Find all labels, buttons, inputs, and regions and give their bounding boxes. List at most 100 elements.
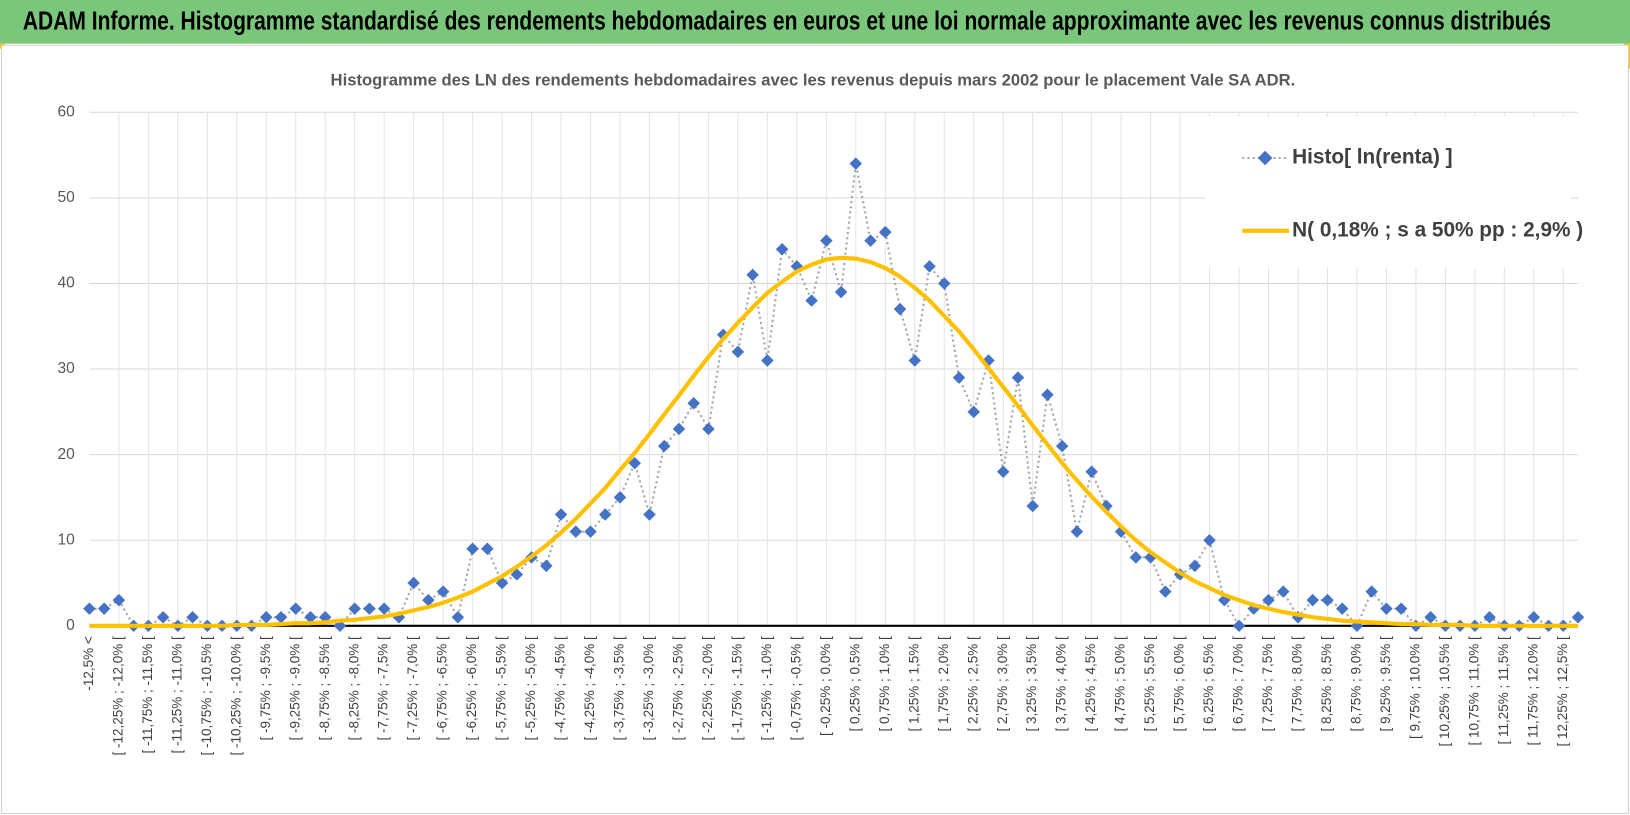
x-tick-label: [ -4,25% ; -4,0% [: [582, 636, 597, 741]
x-tick-label: [ -0,25% ; 0,0% [: [818, 636, 833, 736]
data-point: [186, 611, 199, 624]
chart-title: Histogramme des LN des rendements hebdom…: [331, 70, 1296, 89]
x-tick-label: [ -2,25% ; -2,0% [: [700, 636, 715, 741]
y-tick-label: 40: [58, 275, 76, 292]
data-point: [83, 602, 96, 615]
x-tick-label: [ 5,25% ; 5,5% [: [1142, 636, 1157, 732]
x-tick-label: [ -10,75% ; -10,5% [: [199, 636, 214, 756]
data-point: [377, 602, 391, 615]
data-point: [1026, 499, 1039, 513]
x-tick-label: [ -2,75% ; -2,5% [: [671, 636, 686, 741]
x-tick-label: [ -6,25% ; -6,0% [: [464, 636, 479, 741]
x-tick-label: [ -4,75% ; -4,5% [: [553, 636, 568, 741]
data-point: [481, 542, 494, 556]
data-point: [451, 611, 465, 624]
x-tick-label: [ -8,75% ; -8,5% [: [317, 636, 332, 741]
y-tick-label: 0: [66, 617, 75, 634]
data-point: [1041, 388, 1054, 401]
y-tick-label: 20: [58, 446, 76, 463]
x-tick-label: [ 7,25% ; 7,5% [: [1260, 636, 1275, 732]
x-tick-label: [ -9,75% ; -9,5% [: [258, 636, 273, 741]
data-point: [1321, 593, 1334, 607]
data-point: [1527, 611, 1541, 624]
x-tick-label: [ 10,25% ; 10,5% [: [1437, 636, 1452, 747]
x-tick-label: [ 0,25% ; 0,5% [: [847, 636, 862, 732]
data-point: [363, 602, 376, 615]
x-tick-label: [ 11,75% ; 12,0% [: [1525, 636, 1540, 746]
data-point: [1306, 593, 1319, 607]
x-tick-label: [ -11,75% ; -11,5% [: [140, 636, 155, 754]
x-tick-label: [ 6,75% ; 7,0% [: [1231, 636, 1246, 732]
data-point: [879, 225, 892, 239]
x-tick-label: [ -7,75% ; -7,5% [: [376, 636, 391, 741]
data-point: [407, 576, 420, 590]
y-tick-label: 50: [58, 189, 76, 206]
x-tick-label: [ 10,75% ; 11,0% [: [1466, 636, 1481, 746]
legend-label: Histo[ ln(renta) ]: [1292, 145, 1452, 168]
x-tick-label: [ -10,25% ; -10,0% [: [228, 636, 243, 756]
x-tick-label: [ -1,25% ; -1,0% [: [759, 636, 774, 741]
legend-box: [1205, 116, 1570, 268]
data-point: [805, 294, 818, 307]
data-point: [304, 611, 317, 624]
data-point: [1262, 593, 1275, 607]
x-tick-label: [ 9,75% ; 10,0% [: [1407, 636, 1422, 739]
data-point: [1070, 525, 1084, 538]
legend-marker: [1257, 150, 1273, 166]
y-tick-label: 30: [58, 360, 76, 377]
data-point: [1055, 439, 1069, 453]
header-bar: [0, 0, 1630, 44]
x-tick-label: [ 4,75% ; 5,0% [: [1113, 636, 1128, 732]
x-tick-label: [ 1,25% ; 1,5% [: [906, 636, 921, 732]
x-tick-label: [ -5,75% ; -5,5% [: [494, 636, 509, 741]
x-tick-label: [ 5,75% ; 6,0% [: [1172, 636, 1187, 732]
x-tick-label: [ 7,75% ; 8,0% [: [1290, 636, 1305, 732]
data-point: [112, 593, 126, 607]
data-point: [1483, 611, 1496, 624]
page-title: ADAM Informe. Histogramme standardisé de…: [23, 6, 1551, 36]
legend-label: N( 0,18% ; s a 50% pp : 2,9% ): [1292, 218, 1583, 241]
x-tick-label: [ 2,25% ; 2,5% [: [965, 636, 980, 732]
data-point: [952, 371, 966, 384]
data-point: [1394, 602, 1408, 615]
x-tick-label: [ 12,25% ; 12,5% [: [1555, 636, 1570, 747]
data-point: [348, 602, 361, 615]
data-point: [687, 397, 700, 410]
data-point: [510, 568, 524, 581]
x-tick-label: [ 1,75% ; 2,0% [: [936, 636, 951, 732]
x-tick-label: [ -11,25% ; -11,0% [: [169, 636, 184, 754]
series-line: [89, 255, 1579, 628]
data-point: [466, 542, 479, 556]
data-point: [156, 611, 170, 624]
data-point: [1424, 611, 1437, 624]
data-point: [908, 354, 922, 367]
x-tick-label: [ -5,25% ; -5,0% [: [523, 636, 538, 741]
x-tick-label: [ 3,25% ; 3,5% [: [1024, 636, 1039, 732]
x-tick-label: [ -3,25% ; -3,0% [: [641, 636, 656, 741]
x-tick-label: [ 6,25% ; 6,5% [: [1201, 636, 1216, 732]
x-tick-label: [ -9,25% ; -9,0% [: [287, 636, 302, 741]
x-tick-label: [ 8,75% ; 9,0% [: [1349, 636, 1364, 732]
data-point: [289, 602, 302, 615]
y-tick-label: 60: [58, 103, 76, 120]
x-tick-label: [ 4,25% ; 4,5% [: [1083, 636, 1098, 732]
data-point: [1011, 371, 1025, 384]
data-point: [274, 611, 288, 624]
data-point: [643, 508, 656, 521]
x-tick-label: -12,5% <: [81, 636, 96, 691]
data-point: [1380, 602, 1393, 615]
y-tick-label: 10: [58, 531, 76, 548]
x-tick-label: [ -7,25% ; -7,0% [: [405, 636, 420, 741]
data-point: [1335, 602, 1349, 615]
data-point: [775, 242, 789, 256]
x-tick-label: [ 3,75% ; 4,0% [: [1054, 636, 1069, 732]
x-tick-label: [ 8,25% ; 8,5% [: [1319, 636, 1334, 732]
x-tick-label: [ -0,75% ; -0,5% [: [788, 636, 803, 741]
data-point: [613, 491, 627, 504]
data-point: [657, 439, 671, 453]
x-tick-label: [ -3,75% ; -3,5% [: [612, 636, 627, 741]
data-point: [746, 268, 759, 282]
data-point: [1085, 465, 1098, 478]
